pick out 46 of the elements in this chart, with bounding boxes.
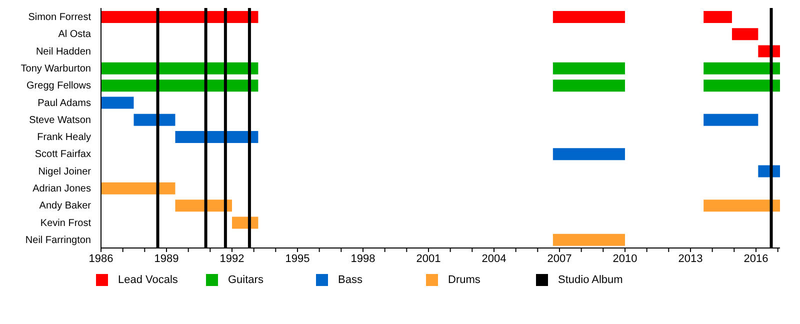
x-tick-label: 1992	[220, 252, 244, 265]
y-tick-label: Adrian Jones	[32, 184, 91, 194]
legend-label: Studio Album	[558, 274, 623, 286]
y-tick-label: Kevin Frost	[40, 218, 92, 229]
y-tick-label: Simon Forrest	[28, 12, 92, 24]
bar	[704, 62, 780, 74]
y-tick-label: Frank Healy	[37, 132, 91, 144]
bar	[552, 62, 625, 74]
y-tick-label: Scott Fairfax	[34, 149, 91, 160]
legend-label: Lead Vocals	[118, 274, 178, 286]
y-tick-label: Paul Adams	[38, 98, 91, 109]
legend-label: Drums	[448, 274, 480, 286]
y-tick-label: Steve Watson	[29, 114, 91, 126]
x-tick-label: 2004	[482, 252, 506, 265]
bar	[704, 114, 758, 126]
x-tick-label: 2007	[547, 252, 572, 265]
bar	[101, 96, 134, 109]
y-tick-label: Andy Baker	[39, 200, 92, 212]
y-tick-label: Neil Hadden	[36, 46, 91, 58]
x-tick-label: 2013	[678, 252, 703, 265]
x-tick-label: 1998	[350, 252, 376, 265]
bar	[101, 182, 176, 194]
x-tick-label: 2016	[744, 252, 768, 265]
x-tick-label: 1986	[88, 252, 114, 265]
x-tick-label: 2001	[416, 252, 441, 265]
bar	[704, 200, 780, 212]
x-tick-label: 2010	[612, 252, 638, 265]
bar	[704, 80, 780, 92]
y-tick-label: Nigel Joiner	[38, 166, 92, 178]
bar	[704, 11, 732, 23]
x-tick-label: 1995	[285, 252, 310, 265]
y-tick-label: Tony Warburton	[20, 64, 91, 74]
bar	[552, 11, 625, 23]
bar	[552, 80, 625, 92]
bar	[552, 148, 625, 160]
y-tick-label: Gregg Fellows	[26, 80, 91, 92]
x-tick-label: 1989	[154, 252, 179, 265]
bar	[101, 11, 258, 23]
legend-label: Bass	[338, 274, 362, 286]
y-tick-label: Al Osta	[58, 29, 92, 40]
bar	[732, 28, 758, 40]
y-tick-label: Neil Farrington	[25, 234, 91, 246]
bar	[101, 80, 258, 92]
bar	[552, 234, 625, 246]
legend-label: Guitars	[228, 274, 264, 286]
bar	[134, 114, 176, 126]
